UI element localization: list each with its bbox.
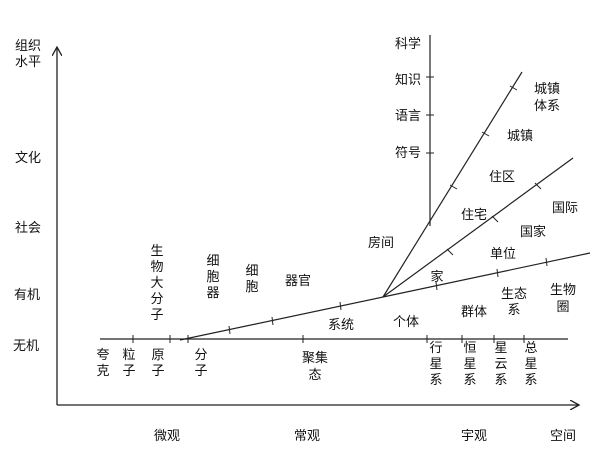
x-axis-title: 空间 [550, 429, 576, 444]
culture-label: 知识 [395, 72, 421, 88]
biosphere-trend-line [382, 252, 591, 298]
branch-label-population: 群体 [461, 305, 487, 320]
baseline-label-particle: 粒子 [122, 348, 135, 379]
y-level-label: 无机 [13, 339, 39, 354]
culture-label: 符号 [395, 145, 421, 161]
y-level-label: 有机 [14, 288, 40, 303]
urban-trend-line [382, 71, 523, 298]
branch-label-bio-macromolecule: 生物大分子 [150, 244, 163, 323]
branch-label-nation: 国家 [520, 224, 546, 240]
baseline-label-aggregate: 聚集态 [302, 350, 328, 383]
branch-label-organelle: 细胞器 [206, 254, 219, 301]
organic-trend-line [179, 296, 384, 341]
baseline-label-planet-system: 行星系 [429, 341, 442, 388]
x-scale-label: 宇观 [461, 429, 487, 444]
branch-label-biosphere: 生物圈 [550, 283, 576, 315]
branch-label-organ: 器官 [285, 273, 311, 289]
baseline-label-molecule: 分子 [194, 348, 207, 379]
y-level-label: 文化 [15, 151, 41, 166]
branch-label-town: 城镇 [507, 129, 533, 144]
branch-label-cell: 细胞 [245, 264, 258, 295]
branch-label-urban-system: 城镇体系 [534, 82, 560, 114]
baseline-label-total-star-system: 总星系 [524, 341, 537, 388]
branch-label-home: 家 [430, 269, 443, 285]
branch-label-ecosystem: 生态系 [501, 287, 527, 318]
branch-label-system: 系统 [328, 318, 354, 333]
branch-label-unit: 单位 [490, 247, 516, 262]
baseline-label-star-system: 恒星系 [463, 341, 476, 388]
branch-label-individual: 个体 [393, 315, 419, 330]
baseline-ticks [132, 335, 525, 343]
baseline-label-atom: 原子 [151, 348, 164, 379]
culture-label: 科学 [395, 36, 421, 52]
culture-label: 语言 [395, 109, 421, 124]
y-axis-title: 组织水平 [15, 39, 41, 70]
branch-label-district: 住区 [489, 170, 515, 185]
x-scale-label: 微观 [154, 429, 180, 444]
branch-label-international: 国际 [552, 201, 578, 216]
baseline-label-quark: 夸克 [96, 348, 109, 379]
y-level-label: 社会 [15, 220, 41, 236]
trend-ticks [228, 76, 548, 335]
x-scale-label: 常观 [294, 429, 320, 444]
branch-label-residence: 住宅 [461, 208, 487, 223]
baseline-label-nebula-system: 星云系 [494, 341, 507, 388]
branch-label-room: 房间 [368, 235, 394, 251]
social-trend-line [382, 157, 574, 298]
